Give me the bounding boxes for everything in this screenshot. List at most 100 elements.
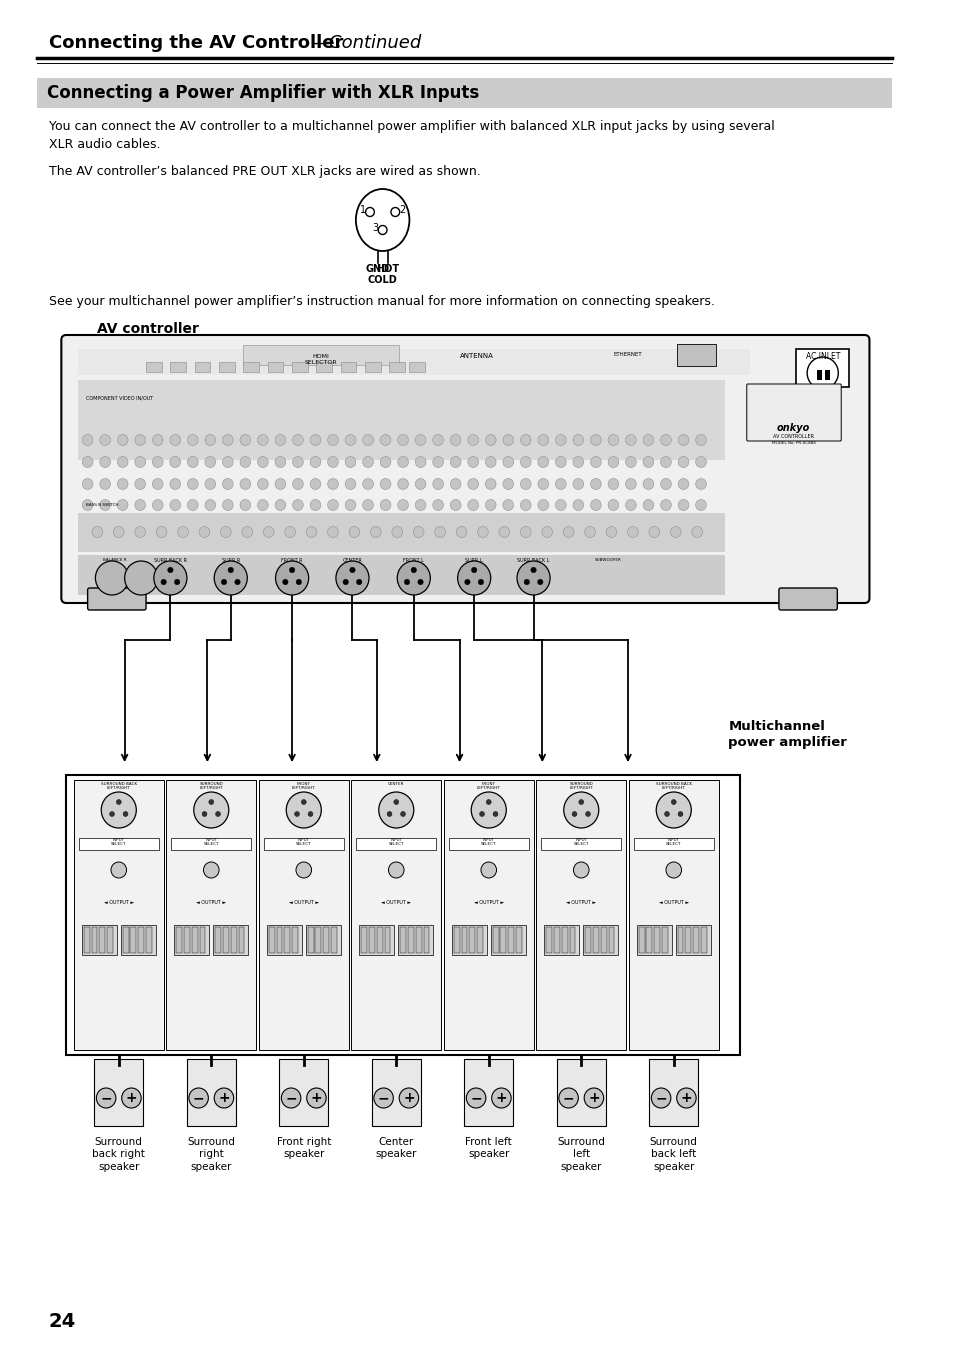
Bar [628,780,718,1050]
Circle shape [392,527,402,538]
Circle shape [397,434,408,445]
Bar [99,927,105,953]
Circle shape [335,561,369,594]
Text: GND: GND [365,264,390,274]
Bar [138,927,144,953]
Circle shape [220,527,231,538]
Bar [582,925,618,954]
Text: See your multichannel power amplifier’s instruction manual for more information : See your multichannel power amplifier’s … [49,295,714,307]
Circle shape [562,527,574,538]
Circle shape [125,561,157,594]
Circle shape [398,1088,418,1108]
Circle shape [82,457,92,468]
Circle shape [187,434,198,445]
Bar [476,927,482,953]
Text: −: − [100,1091,112,1105]
Bar [269,927,274,953]
Circle shape [174,580,180,585]
Circle shape [456,527,466,538]
Bar [399,927,406,953]
Circle shape [82,500,92,511]
Circle shape [523,580,529,585]
Text: FRONT
LEFT/RIGHT: FRONT LEFT/RIGHT [476,782,500,790]
Circle shape [541,527,552,538]
Circle shape [153,561,187,594]
Circle shape [642,500,653,511]
Bar [796,349,848,387]
Circle shape [134,434,146,445]
Circle shape [678,500,688,511]
Text: HOT: HOT [375,264,398,274]
Bar [823,369,829,380]
Circle shape [417,580,423,585]
Bar [305,925,340,954]
Circle shape [573,434,583,445]
Bar [323,927,329,953]
Text: Center
speaker: Center speaker [375,1136,416,1159]
Bar [79,838,158,851]
FancyBboxPatch shape [649,1060,698,1126]
Circle shape [537,457,548,468]
Circle shape [607,457,618,468]
Circle shape [100,500,111,511]
Bar [684,927,691,953]
Text: INPUT
SELECT: INPUT SELECT [203,838,219,847]
Text: ◄ OUTPUT ►: ◄ OUTPUT ► [474,900,503,905]
Circle shape [404,580,410,585]
Text: INPUT
SELECT: INPUT SELECT [573,838,588,847]
Bar [66,775,740,1055]
Circle shape [396,561,430,594]
Text: +: + [403,1091,415,1105]
Bar [146,927,152,953]
Text: AC INLET: AC INLET [804,352,839,361]
Circle shape [380,500,391,511]
Circle shape [240,500,251,511]
Circle shape [590,479,600,489]
Bar [78,555,724,594]
Circle shape [477,580,483,585]
Circle shape [308,811,313,817]
Bar [284,927,290,953]
Bar [131,927,136,953]
Circle shape [563,793,598,828]
Text: SURROUND
LEFT/RIGHT: SURROUND LEFT/RIGHT [199,782,223,790]
Circle shape [391,208,399,217]
Bar [172,838,251,851]
Circle shape [274,457,286,468]
Bar [174,925,209,954]
Circle shape [388,861,404,878]
Bar [308,927,314,953]
Text: Connecting the AV Controller: Connecting the AV Controller [49,34,343,53]
Circle shape [362,500,373,511]
Circle shape [214,561,247,594]
Circle shape [187,457,198,468]
Circle shape [433,500,443,511]
Circle shape [91,527,103,538]
Circle shape [274,434,286,445]
Bar [636,925,671,954]
Circle shape [642,479,653,489]
Circle shape [177,527,188,538]
Circle shape [193,793,229,828]
Bar [516,927,521,953]
Circle shape [187,479,198,489]
Circle shape [627,527,638,538]
Circle shape [466,1088,485,1108]
Bar [816,369,821,380]
Bar [675,925,710,954]
Text: INPUT
SELECT: INPUT SELECT [111,838,127,847]
Bar [258,780,348,1050]
Circle shape [240,479,251,489]
Circle shape [659,457,671,468]
Circle shape [607,434,618,445]
Circle shape [205,500,215,511]
Circle shape [394,799,398,805]
Bar [292,927,297,953]
Bar [593,927,598,953]
FancyBboxPatch shape [778,588,837,611]
Circle shape [345,479,355,489]
Circle shape [281,1088,300,1108]
Circle shape [676,1088,696,1108]
Bar [500,927,506,953]
FancyBboxPatch shape [61,336,868,603]
